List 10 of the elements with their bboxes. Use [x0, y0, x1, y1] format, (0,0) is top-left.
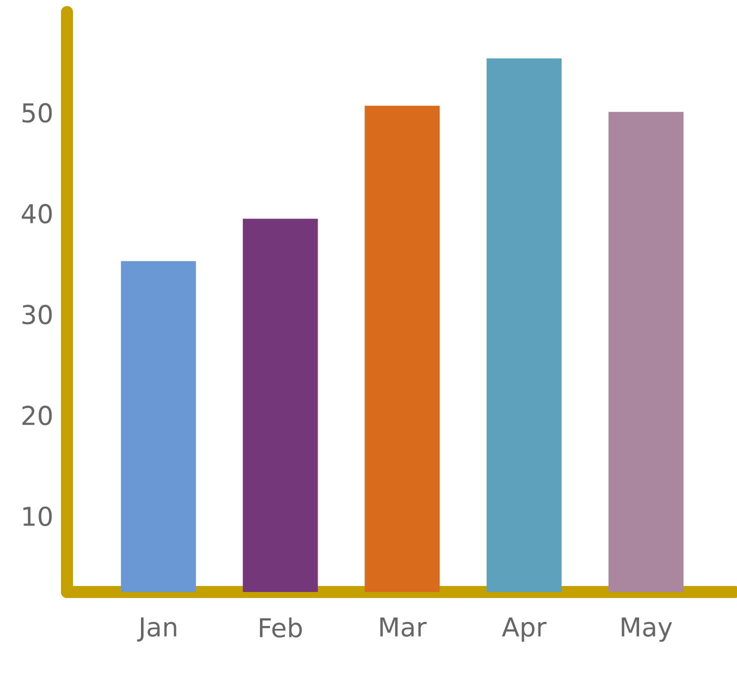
y-tick-label: 40	[22, 204, 52, 224]
y-tick-label: 50	[22, 103, 52, 123]
x-tick-label: Apr	[502, 618, 547, 642]
y-tick-label: 30	[22, 304, 52, 324]
x-tick-label: Jan	[137, 618, 176, 642]
y-tick-label: 10	[23, 506, 52, 526]
y-tick-label: 20	[22, 406, 52, 426]
x-tick-label: May	[622, 618, 672, 642]
x-tick-label: Mar	[380, 618, 427, 637]
x-tick-label: Feb	[260, 617, 302, 638]
